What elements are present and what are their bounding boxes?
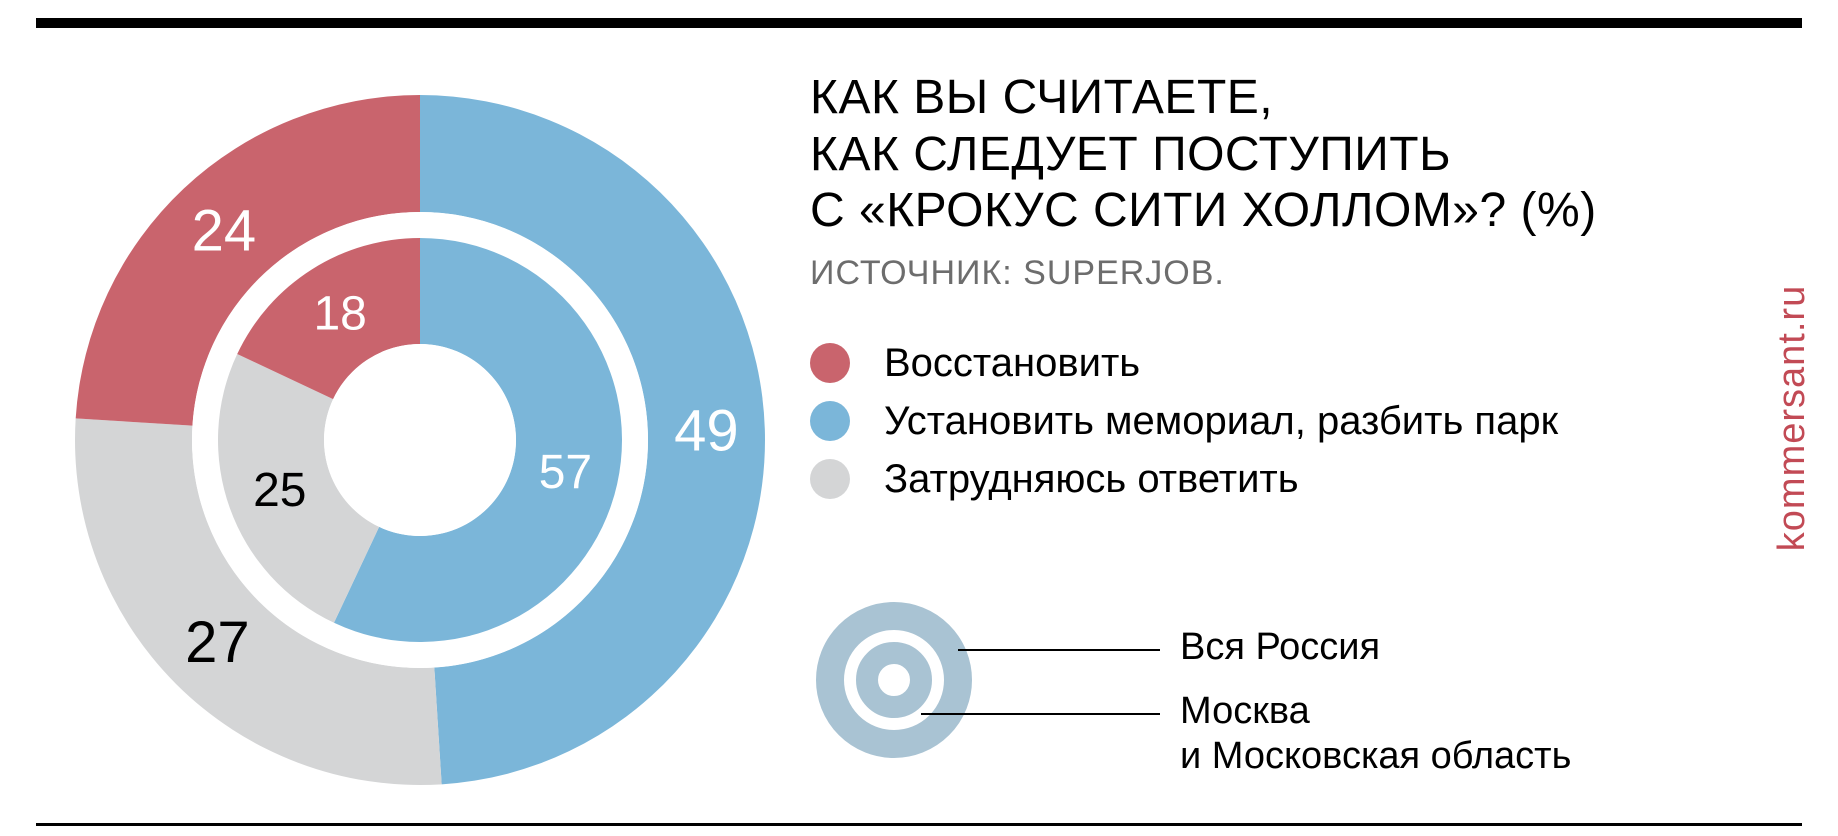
legend-item-undecided: Затрудняюсь ответить: [810, 455, 1730, 503]
slice-label: 24: [192, 199, 257, 264]
title-line-3: С «КРОКУС СИТИ ХОЛЛОМ»? (%): [810, 184, 1597, 237]
watermark: kommersant.ru: [1771, 285, 1814, 551]
infographic-frame: 49 27 24 57 25 18 КАК ВЫ СЧИТАЕТЕ, КАК СЛЕДУЕ…: [0, 0, 1838, 836]
source-line: ИСТОЧНИК: SUPERJOB.: [810, 254, 1730, 293]
legend-label: Установить мемориал, разбить парк: [884, 397, 1558, 445]
legend-label: Затрудняюсь ответить: [884, 455, 1299, 503]
donut-svg: 49 27 24 57 25 18: [60, 60, 780, 820]
ring-key-label-inner: Москва и Московская область: [1180, 689, 1571, 779]
slice-label: 27: [185, 610, 250, 675]
legend-swatch: [810, 459, 850, 499]
title-line-2: КАК СЛЕДУЕТ ПОСТУПИТЬ: [810, 128, 1451, 181]
ringkey-outer: [830, 616, 958, 744]
bottom-rule: [36, 823, 1802, 826]
top-rule: [36, 18, 1802, 28]
chart-title: КАК ВЫ СЧИТАЕТЕ, КАК СЛЕДУЕТ ПОСТУПИТЬ С…: [810, 70, 1730, 240]
ring-key-inner-line1: Москва: [1180, 690, 1310, 732]
ring-key: Вся Россия Москва и Московская область: [810, 590, 1730, 790]
donut-hole: [324, 344, 516, 536]
legend-label: Восстановить: [884, 339, 1140, 387]
legend-swatch: [810, 401, 850, 441]
donut-chart: 49 27 24 57 25 18: [60, 60, 780, 780]
slice-label: 18: [313, 288, 366, 341]
legend-swatch: [810, 343, 850, 383]
slice-label: 25: [253, 464, 306, 517]
title-line-1: КАК ВЫ СЧИТАЕТЕ,: [810, 71, 1273, 124]
slice-label: 49: [674, 399, 739, 464]
ringkey-inner: [867, 653, 921, 707]
ring-key-inner-line2: и Московская область: [1180, 735, 1571, 777]
slice-label: 57: [539, 446, 592, 499]
legend-item-memorial: Установить мемориал, разбить парк: [810, 397, 1730, 445]
color-legend: Восстановить Установить мемориал, разбить…: [810, 339, 1730, 503]
legend-item-restore: Восстановить: [810, 339, 1730, 387]
ring-key-label-outer: Вся Россия: [1180, 625, 1380, 670]
right-column: КАК ВЫ СЧИТАЕТЕ, КАК СЛЕДУЕТ ПОСТУПИТЬ С…: [810, 70, 1730, 513]
